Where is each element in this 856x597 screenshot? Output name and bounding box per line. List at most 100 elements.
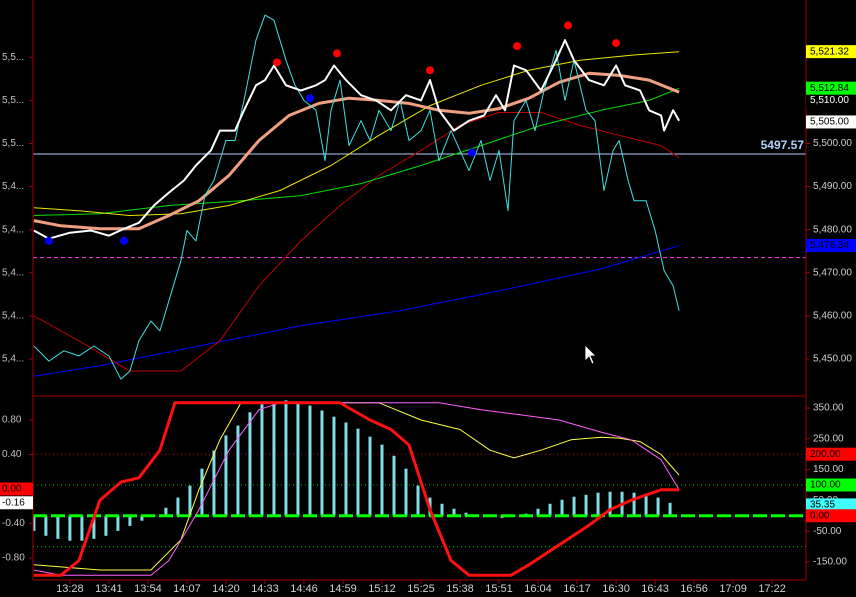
histogram-bar	[392, 455, 396, 516]
x-tick-label: 14:46	[290, 583, 318, 595]
histogram-bar	[80, 515, 84, 541]
y2-tick-label: 250.00	[813, 433, 844, 444]
histogram-bar	[464, 512, 468, 516]
y-tick-label: 5,4...	[2, 354, 24, 365]
value-flag-label: 5,510.00	[810, 95, 849, 106]
histogram-bar	[284, 400, 288, 516]
value-flag-label: 0.00	[2, 484, 22, 495]
histogram-bar	[188, 485, 192, 516]
histogram-bar	[404, 468, 408, 516]
y2-tick-label: 5,500.00	[813, 138, 852, 149]
histogram-bar	[320, 410, 324, 516]
y-tick-label: 5,5...	[2, 95, 24, 106]
histogram-bar	[644, 494, 648, 516]
y-tick-label: -0.80	[2, 553, 25, 564]
histogram-bar	[608, 491, 612, 516]
signal-marker	[612, 39, 621, 48]
histogram-bar	[296, 402, 300, 516]
signal-marker	[272, 58, 281, 67]
signal-marker	[426, 66, 435, 75]
x-tick-label: 13:54	[134, 583, 162, 595]
y-tick-label: 0.80	[2, 415, 22, 426]
signal-marker	[305, 94, 314, 103]
x-tick-label: 16:17	[563, 583, 591, 595]
x-tick-label: 14:33	[251, 583, 279, 595]
histogram-bar	[140, 515, 144, 521]
x-tick-label: 17:09	[719, 583, 747, 595]
value-flag-label: 100.00	[810, 480, 841, 491]
histogram-bar	[380, 444, 384, 516]
value-flag	[0, 496, 33, 510]
histogram-bar	[164, 507, 168, 516]
mouse-cursor	[584, 344, 597, 365]
histogram-bar	[68, 515, 72, 541]
value-flag	[0, 482, 33, 496]
series-line	[33, 51, 680, 216]
value-flag	[806, 115, 856, 129]
value-flag-label: 5,505.00	[810, 117, 849, 128]
x-tick-label: 15:25	[407, 583, 435, 595]
x-tick-label: 16:30	[602, 583, 630, 595]
histogram-bar	[536, 508, 540, 516]
histogram-bar	[368, 436, 372, 516]
series-line	[33, 112, 680, 372]
histogram-bar	[632, 492, 636, 516]
value-flag-label: 0.00	[810, 510, 830, 521]
y-tick-label: 5,5...	[2, 52, 24, 63]
value-flag-label: 5,521.32	[810, 46, 849, 57]
histogram-bar	[236, 425, 240, 516]
signal-marker	[513, 42, 522, 51]
histogram-bar	[596, 492, 600, 516]
signal-marker	[44, 236, 53, 245]
histogram-bar	[92, 515, 96, 539]
histogram-bar	[260, 404, 264, 516]
y2-tick-label: 150.00	[813, 464, 844, 475]
histogram-bar	[560, 499, 564, 516]
value-flag	[806, 93, 856, 107]
histogram-bar	[56, 515, 60, 539]
y2-tick-label: 350.00	[813, 403, 844, 414]
histogram-bar	[224, 435, 228, 516]
x-tick-label: 13:28	[56, 583, 84, 595]
histogram-bar	[572, 496, 576, 516]
value-flag-label: 5,476.34	[810, 240, 849, 251]
value-flag	[806, 498, 856, 512]
value-flag	[806, 478, 856, 492]
x-tick-label: 14:20	[212, 583, 240, 595]
x-tick-label: 14:07	[173, 583, 201, 595]
y2-tick-label: 5,450.00	[813, 354, 852, 365]
value-flag	[806, 45, 856, 59]
y-tick-label: 5,4...	[2, 310, 24, 321]
value-flag-label: 200.00	[810, 449, 841, 460]
signal-marker	[332, 49, 341, 58]
signal-marker	[564, 21, 573, 30]
histogram-bar	[212, 450, 216, 516]
signal-marker	[119, 236, 128, 245]
y2-tick-label: 5,490.00	[813, 181, 852, 192]
y2-tick-label: -50.00	[813, 526, 842, 537]
value-flag-label: 5,512.84	[810, 83, 849, 94]
x-tick-label: 17:22	[758, 583, 786, 595]
histogram-bar	[452, 508, 456, 516]
histogram-bar	[104, 515, 108, 536]
histogram-bar	[332, 416, 336, 516]
y2-tick-label: 5,470.00	[813, 267, 852, 278]
reference-label: 5497.57	[761, 138, 805, 152]
series-line	[33, 87, 680, 216]
value-flag	[806, 509, 856, 523]
histogram-bar	[248, 412, 252, 516]
y2-tick-label: 5,480.00	[813, 224, 852, 235]
y-tick-label: 5,4...	[2, 224, 24, 235]
histogram-bar	[33, 515, 36, 531]
y-tick-label: 5,5...	[2, 138, 24, 149]
histogram-bar	[440, 503, 444, 516]
histogram-bar	[176, 497, 180, 516]
y-tick-label: 0.40	[2, 449, 22, 460]
histogram-bar	[308, 405, 312, 516]
histogram-bar	[416, 485, 420, 516]
histogram-bar	[548, 503, 552, 516]
histogram-bar	[44, 515, 48, 536]
